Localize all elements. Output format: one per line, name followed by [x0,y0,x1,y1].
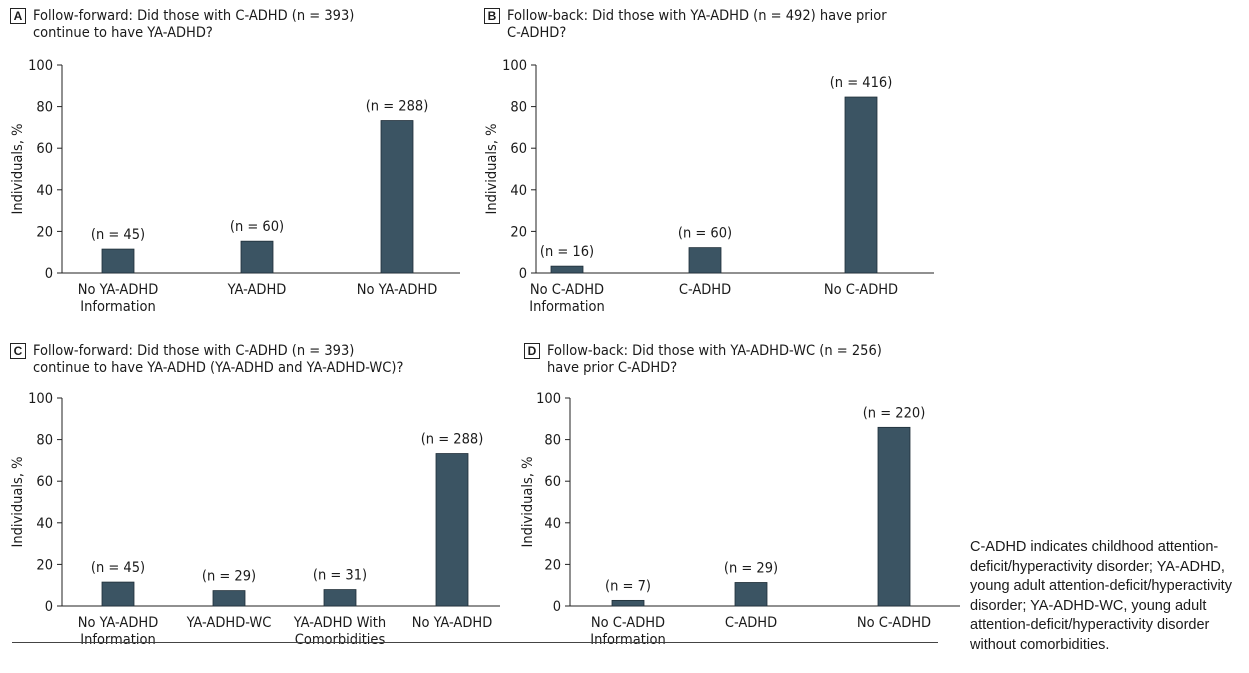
y-tick-label: 20 [36,557,53,573]
bar [688,247,722,274]
bar-value-label: (n = 16) [540,244,594,260]
panel-b-title-line1: Follow-back: Did those with YA-ADHD (n =… [507,8,887,24]
y-axis-label: Individuals, % [520,456,536,547]
y-axis-label: Individuals, % [10,456,26,547]
x-tick-label: YA-ADHD-WC [186,615,272,631]
bar-value-label: (n = 29) [202,569,256,585]
y-tick-label: 60 [36,474,53,490]
bar [240,240,274,274]
x-tick-label: No YA-ADHD [357,282,438,298]
y-tick-label: 40 [36,183,53,199]
panel-c-title-line1: Follow-forward: Did those with C-ADHD (n… [33,343,355,359]
panel-d-chart: 0 20 40 60 80 100 Individuals, % (n = 7) No C-AD… [520,391,960,648]
panel-a-title-line1: Follow-forward: Did those with C-ADHD (n… [33,8,355,24]
bar-value-label: (n = 220) [863,405,926,421]
bar-value-label: (n = 45) [91,560,145,576]
x-tick-label: Comorbidities [295,632,386,648]
panel-d-title: D Follow-back: Did those with YA-ADHD-WC … [524,343,882,377]
bar-value-label: (n = 288) [421,432,484,448]
x-tick-label: No C-ADHD [530,282,604,298]
bar-value-label: (n = 7) [605,578,651,594]
panel-d-title-line1: Follow-back: Did those with YA-ADHD-WC (… [547,343,882,359]
x-tick-label: No YA-ADHD [78,615,159,631]
panel-b-title-line2: C-ADHD? [507,25,567,41]
bar [435,453,469,607]
panel-c-title-line2: continue to have YA-ADHD (YA-ADHD and YA… [33,360,404,376]
x-tick-label: Information [80,299,155,315]
x-tick-label: No C-ADHD [857,615,931,631]
x-tick-label: C-ADHD [679,282,731,298]
bar [734,582,768,607]
y-tick-label: 100 [28,58,53,74]
panel-b-letter: B [484,8,500,24]
y-tick-label: 20 [544,557,561,573]
x-tick-label: No C-ADHD [824,282,898,298]
panel-d-letter: D [524,343,540,359]
bar [380,120,414,274]
bar [101,248,135,274]
y-tick-label: 100 [536,391,561,407]
x-tick-label: YA-ADHD [227,282,287,298]
bar [611,599,645,607]
y-tick-label: 0 [519,266,527,282]
y-tick-label: 40 [36,516,53,532]
y-tick-label: 0 [45,599,53,615]
panel-a-letter: A [10,8,26,24]
panel-c-letter: C [10,343,26,359]
panel-c-chart: 0 20 40 60 80 100 Individuals, % (n = 45) No YA-… [10,391,500,648]
y-tick-label: 60 [544,474,561,490]
x-tick-label: C-ADHD [725,615,777,631]
panel-a-title: A Follow-forward: Did those with C-ADHD (… [10,8,354,42]
bar [844,96,878,274]
y-tick-label: 80 [544,433,561,449]
x-tick-label: No YA-ADHD [412,615,493,631]
x-tick-label: Information [529,299,604,315]
x-tick-label: Information [80,632,155,648]
y-tick-label: 40 [544,516,561,532]
panel-c-title: C Follow-forward: Did those with C-ADHD (… [10,343,403,377]
y-tick-label: 80 [36,433,53,449]
panel-a-chart: 0 20 40 60 80 100 Individuals, % (n = 45) No YA-… [10,58,460,315]
x-tick-label: Information [590,632,665,648]
bar-value-label: (n = 288) [366,99,429,115]
bar [550,265,584,274]
bar-value-label: (n = 31) [313,568,367,584]
panel-d-title-line2: have prior C-ADHD? [547,360,678,376]
x-tick-label: No YA-ADHD [78,282,159,298]
footnote: C-ADHD indicates childhood attention-def… [970,539,1232,653]
y-tick-label: 60 [510,141,527,157]
x-tick-label: YA-ADHD With [293,615,386,631]
bar [212,590,246,607]
y-tick-label: 20 [510,224,527,240]
bar [101,581,135,607]
y-tick-label: 20 [36,224,53,240]
y-tick-label: 100 [502,58,527,74]
y-tick-label: 0 [553,599,561,615]
bar [323,589,357,607]
bar-value-label: (n = 45) [91,227,145,243]
y-tick-label: 80 [36,100,53,116]
bottom-rule [12,642,938,643]
panel-a-title-line2: continue to have YA-ADHD? [33,25,213,41]
bar-value-label: (n = 416) [830,75,893,91]
bar-value-label: (n = 60) [230,219,284,235]
y-tick-label: 100 [28,391,53,407]
bar-value-label: (n = 29) [724,560,778,576]
y-tick-label: 80 [510,100,527,116]
y-tick-label: 60 [36,141,53,157]
y-axis-label: Individuals, % [484,123,500,214]
panel-b-chart: 0 20 40 60 80 100 Individuals, % (n = 16) No C-A… [484,58,934,315]
x-tick-label: No C-ADHD [591,615,665,631]
bar [877,426,911,607]
y-tick-label: 0 [45,266,53,282]
bar-value-label: (n = 60) [678,226,732,242]
panel-b-title: B Follow-back: Did those with YA-ADHD (n … [484,8,887,42]
y-tick-label: 40 [510,183,527,199]
y-axis-label: Individuals, % [10,123,26,214]
